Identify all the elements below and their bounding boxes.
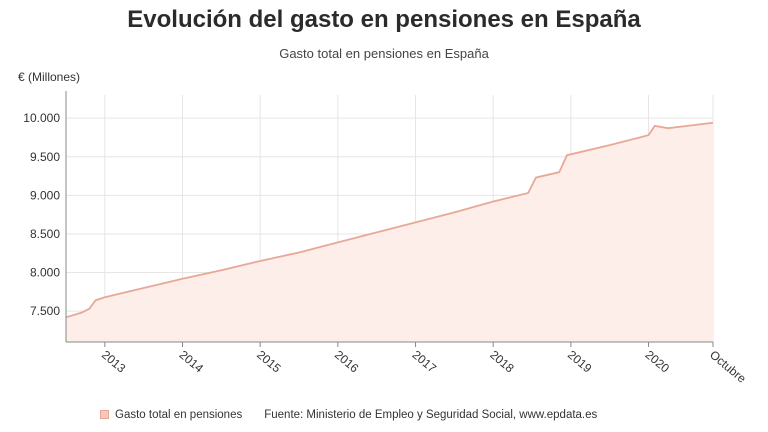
- chart-footer: Gasto total en pensiones Fuente: Minister…: [100, 409, 597, 421]
- chart-title: Evolución del gasto en pensiones en Espa…: [127, 6, 641, 33]
- chart-subtitle: Gasto total en pensiones en España: [279, 46, 489, 61]
- legend-swatch: [100, 410, 109, 420]
- x-tick-label: 2017: [410, 348, 440, 376]
- y-tick-label: 9.500: [30, 150, 60, 164]
- x-tick-label: 2019: [565, 348, 595, 376]
- x-tick-label: Octubre: [707, 348, 749, 386]
- y-tick-label: 10.000: [23, 111, 60, 125]
- y-tick-label: 9.000: [30, 188, 60, 202]
- y-tick-label: 8.500: [30, 227, 60, 241]
- x-tick-label: 2014: [177, 348, 207, 376]
- x-tick-label: 2020: [643, 348, 673, 376]
- y-tick-label: 8.000: [30, 266, 60, 280]
- x-tick-label: 2013: [99, 348, 129, 376]
- x-tick-label: 2016: [332, 348, 362, 376]
- series-line: [65, 121, 714, 319]
- source-note: Fuente: Ministerio de Empleo y Seguridad…: [264, 409, 598, 421]
- x-tick-label: 2015: [254, 348, 284, 376]
- legend-label: Gasto total en pensiones: [115, 409, 243, 421]
- y-axis-unit-label: € (Millones): [18, 70, 81, 84]
- series-area: [66, 122, 713, 342]
- x-tick-label: 2018: [487, 348, 517, 376]
- y-tick-label: 7.500: [30, 304, 60, 318]
